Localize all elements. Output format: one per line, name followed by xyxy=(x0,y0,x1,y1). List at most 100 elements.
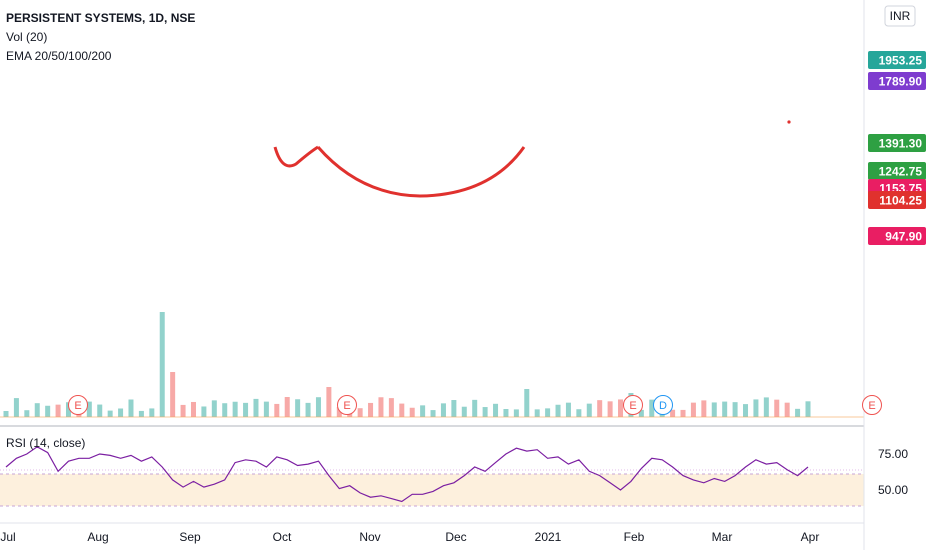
volume-bar xyxy=(461,406,467,417)
rsi-band xyxy=(0,474,864,506)
volume-bar xyxy=(232,401,238,417)
volume-bar xyxy=(357,408,363,417)
volume-bar xyxy=(753,399,759,417)
handle-arc xyxy=(273,145,319,168)
time-tick-label: Feb xyxy=(624,530,645,544)
volume-bar xyxy=(420,405,426,417)
volume-bar xyxy=(180,404,186,417)
volume-bar xyxy=(680,409,686,417)
volume-bar xyxy=(732,402,738,417)
volume-bar xyxy=(597,400,603,417)
event-marker-letter: E xyxy=(74,400,81,412)
volume-bar xyxy=(701,400,707,417)
time-tick-label: 2021 xyxy=(535,530,562,544)
volume-bar xyxy=(86,401,92,417)
vol-label: Vol (20) xyxy=(6,30,47,44)
volume-bar xyxy=(722,401,728,417)
volume-bar xyxy=(743,404,749,417)
event-marker-circle xyxy=(623,395,643,415)
volume-bar xyxy=(13,398,19,417)
volume-bar xyxy=(513,409,519,417)
event-marker-letter: E xyxy=(343,400,350,412)
volume-bar xyxy=(159,312,165,417)
volume-bar xyxy=(763,397,769,417)
volume-bar xyxy=(170,372,176,417)
volume-bar xyxy=(451,400,457,417)
price-tag-box xyxy=(868,72,926,90)
volume-bar xyxy=(524,389,530,417)
volume-bar xyxy=(201,406,207,417)
time-tick-label: Jul xyxy=(0,530,15,544)
volume-bar xyxy=(545,408,551,417)
currency-label: INR xyxy=(890,9,911,23)
price-tag-box xyxy=(868,51,926,69)
volume-bar xyxy=(534,409,540,417)
volume-bar xyxy=(336,407,342,417)
volume-bar xyxy=(45,405,51,417)
time-tick-label: Dec xyxy=(445,530,466,544)
cup-arc xyxy=(316,146,526,198)
volume-bar xyxy=(565,402,571,417)
price-tag-box xyxy=(868,191,926,209)
price-tag-label: 1242.75 xyxy=(879,165,923,179)
volume-bar xyxy=(795,408,801,417)
price-tag-label: 947.90 xyxy=(885,230,922,244)
volume-bar xyxy=(284,397,290,417)
volume-bar xyxy=(65,402,71,417)
chart-title: PERSISTENT SYSTEMS, 1D, NSE xyxy=(6,11,195,25)
volume-bar xyxy=(440,403,446,417)
volume-bar xyxy=(305,402,311,417)
event-marker-letter: E xyxy=(629,400,636,412)
volume-bar xyxy=(368,402,374,417)
event-marker-letter: D xyxy=(659,400,667,412)
volume-bar xyxy=(149,408,155,417)
volume-bar xyxy=(97,404,103,417)
rsi-tick-label: 50.00 xyxy=(878,483,908,497)
price-tags: 1953.251789.901391.301242.751153.751104.… xyxy=(868,51,926,245)
cup-and-handle-drawing[interactable] xyxy=(273,145,526,198)
volume-bar xyxy=(274,403,280,417)
time-tick-label: Aug xyxy=(87,530,108,544)
event-marker-circle xyxy=(337,395,357,415)
volume-bar xyxy=(315,397,321,417)
time-axis[interactable]: Jul Aug Sep Oct Nov Dec 2021 Feb Mar Apr xyxy=(0,530,819,544)
price-tag-label: 1391.30 xyxy=(879,137,923,151)
price-tag-label: 1789.90 xyxy=(879,75,923,89)
rsi-label: RSI (14, close) xyxy=(6,436,85,450)
volume-bar xyxy=(482,407,488,417)
volume-bar xyxy=(784,402,790,417)
volume-bar xyxy=(107,410,113,417)
volume-bar xyxy=(388,398,394,417)
volume-bar xyxy=(34,403,40,417)
price-tag-label: 1953.25 xyxy=(879,54,923,68)
volume-bar xyxy=(263,401,269,417)
price-tag-box xyxy=(868,227,926,245)
volume-bar xyxy=(399,403,405,417)
marker-dot xyxy=(787,120,791,124)
price-tag-label: 1104.25 xyxy=(879,194,922,208)
volume-bar xyxy=(378,397,384,417)
volume-bar xyxy=(607,401,613,417)
volume-bar xyxy=(711,402,717,417)
volume-bar xyxy=(222,403,228,417)
event-marker-circle xyxy=(68,395,88,415)
price-tag-box xyxy=(868,162,926,180)
time-tick-label: Oct xyxy=(273,530,292,544)
volume-bar xyxy=(409,407,415,417)
event-marker-circle xyxy=(653,395,673,415)
currency-button[interactable] xyxy=(884,5,916,27)
time-tick-label: Mar xyxy=(712,530,733,544)
volume-bar xyxy=(55,404,61,417)
volume-bar xyxy=(138,410,144,417)
volume-bar xyxy=(774,399,780,417)
volume-bar xyxy=(576,409,582,417)
volume-bar xyxy=(805,401,811,417)
volume-bar xyxy=(690,402,696,417)
time-tick-label: Sep xyxy=(179,530,201,544)
volume-bar xyxy=(295,399,301,417)
volume-bar xyxy=(638,409,644,417)
volume-bar xyxy=(253,398,259,417)
